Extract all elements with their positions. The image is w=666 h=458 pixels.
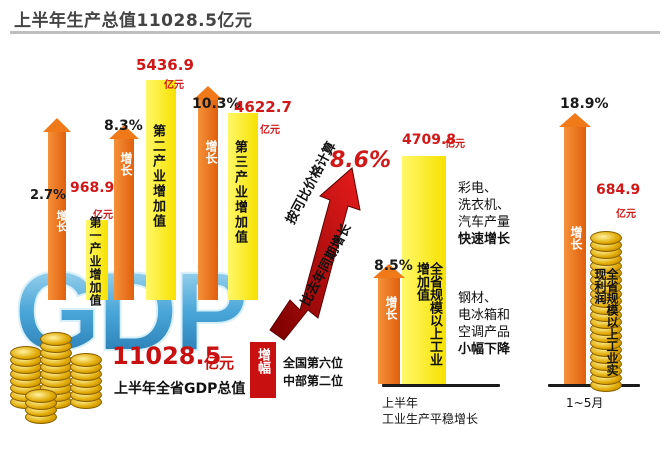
title-divider xyxy=(10,31,660,34)
sector3-name: 第三产业增加值 xyxy=(232,140,247,245)
gdp-growth-value: 8.6% xyxy=(330,148,392,173)
sector3-value-label: 4622.7 xyxy=(234,98,292,116)
industry-fast-list: 彩电、 洗衣机、 汽车产量 快速增长 xyxy=(458,180,510,248)
industry-slow-list: 钢材、 电冰箱和 空调产品 小幅下降 xyxy=(458,290,510,358)
industry-growth-arrow xyxy=(378,277,400,384)
sector2-unit: 亿元 xyxy=(164,80,184,91)
sector1-value-label: 968.9 xyxy=(70,180,115,196)
industry-growth-label: 8.5% xyxy=(374,258,413,274)
fast-item-1: 彩电、 xyxy=(458,181,498,196)
sector-growth-arrow-3-head xyxy=(193,86,223,100)
sector-growth-arrow-2 xyxy=(114,138,134,300)
sector2-growth-label: 8.3% xyxy=(104,118,143,134)
sector1-growth-label: 2.7% xyxy=(30,188,67,203)
sector1-unit: 亿元 xyxy=(93,210,113,221)
industry-caption-1: 上半年 xyxy=(382,396,419,410)
gdp-total-unit: 亿元 xyxy=(204,354,235,372)
gdp-stack-4-coin xyxy=(25,389,57,403)
slow-item-3: 空调产品 xyxy=(458,325,511,340)
industry-caption-2: 工业生产平稳增长 xyxy=(382,412,479,426)
industry-bar-label: 全省规模以上工业增加值 xyxy=(414,262,442,366)
profit-caption: 1~5月 xyxy=(566,396,604,410)
sector2-name: 第二产业增加值 xyxy=(150,124,165,229)
sector2-value-label: 5436.9 xyxy=(136,56,194,74)
fast-label: 快速增长 xyxy=(458,232,511,247)
profit-bar-label: 全省规模以上工业实现利润 xyxy=(593,268,619,376)
gdp-stack-2-coin xyxy=(40,332,72,346)
gdp-rank-1: 全国第六位 xyxy=(283,356,344,370)
sector-value-bar-1 xyxy=(86,220,108,300)
sector-growth-arrow-3 xyxy=(198,100,218,300)
gdp-stack-1-coin xyxy=(10,346,42,360)
sector-growth-arrow-1-head xyxy=(43,118,71,133)
industry-growth-arrow-head xyxy=(373,263,405,278)
profit-value-label: 684.9 xyxy=(596,182,641,198)
gdp-rank-2: 中部第二位 xyxy=(283,374,344,388)
sector-value-bar-3 xyxy=(228,112,258,300)
sector-value-bar-2 xyxy=(146,80,176,300)
slow-item-2: 电冰箱和 xyxy=(458,308,511,323)
industry-growth-word: 增长 xyxy=(384,296,398,320)
gdp-total-label: 上半年全省GDP总值 xyxy=(114,381,246,397)
sector3-growth-label: 10.3% xyxy=(192,96,241,112)
profit-growth-word: 增长 xyxy=(569,226,583,250)
profit-growth-arrow xyxy=(564,126,586,384)
gdp-growth-arrow xyxy=(269,167,361,341)
profit-unit: 亿元 xyxy=(616,209,636,220)
sector1-growth-word: 增长 xyxy=(55,210,68,232)
fast-item-3: 汽车产量 xyxy=(458,215,511,230)
sector3-growth-word: 增长 xyxy=(204,140,218,164)
profit-stack-coin xyxy=(590,231,622,245)
profit-growth-arrow-head xyxy=(559,112,591,127)
industry-value-bar xyxy=(402,156,446,384)
sector1-name: 第一产业增加值 xyxy=(88,216,102,307)
gdp-increase-tag-label: 增幅 xyxy=(255,348,270,374)
fast-item-2: 洗衣机、 xyxy=(458,198,511,213)
industry-value-label: 4709.8 xyxy=(402,132,457,148)
gdp-increase-tag: 增幅 xyxy=(250,342,276,398)
page-title: 上半年生产总值11028.5亿元 xyxy=(14,11,253,31)
industry-unit: 亿元 xyxy=(445,139,465,150)
gdp-total-value: 11028.5 xyxy=(112,342,222,370)
profit-growth-label: 18.9% xyxy=(560,96,609,112)
sector3-unit: 亿元 xyxy=(260,125,280,136)
slow-item-1: 钢材、 xyxy=(458,291,498,306)
slow-label: 小幅下降 xyxy=(458,342,511,357)
sector-growth-arrow-2-head xyxy=(109,124,139,139)
sector2-growth-word: 增长 xyxy=(119,152,133,176)
sector-growth-arrow-1 xyxy=(48,132,66,300)
gdp-stack-3-coin xyxy=(70,353,102,367)
